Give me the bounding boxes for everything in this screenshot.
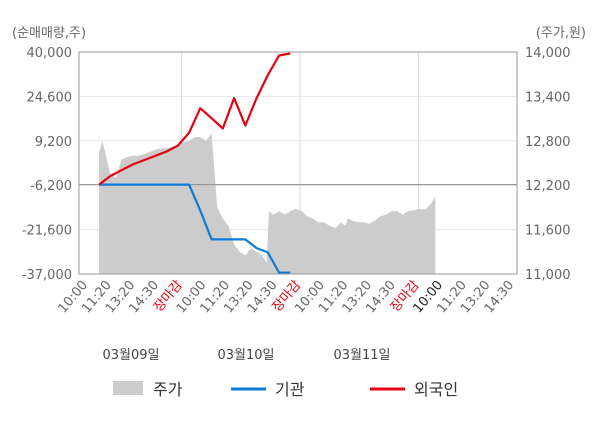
left-tick-label: 9,200 — [35, 135, 72, 150]
date-labels: 03월09일 03월10일 03월11일 — [102, 348, 390, 363]
left-tick-label: -6,200 — [30, 179, 72, 194]
price-area-series — [99, 133, 436, 274]
left-tick-label: 40,000 — [27, 46, 73, 61]
left-axis-label: (순매매량,주) — [12, 26, 86, 41]
right-tick-label: 14,000 — [525, 46, 571, 61]
legend-label: 주가 — [153, 380, 183, 399]
line-series — [98, 52, 291, 274]
right-tick-label: 13,400 — [525, 90, 571, 105]
left-tick-label: -21,600 — [22, 224, 72, 239]
left-y-axis: 40,000 24,600 9,200 -6,200 -21,600 -37,000 — [22, 46, 72, 283]
legend-swatch-area — [113, 381, 143, 395]
right-y-axis: 14,000 13,400 12,800 12,200 11,600 11,000 — [525, 46, 571, 283]
price-area — [99, 133, 436, 274]
right-tick-label: 12,800 — [525, 135, 571, 150]
date-label: 03월11일 — [333, 348, 390, 363]
plot-frame — [78, 51, 518, 275]
right-axis-label: (주가,원) — [536, 26, 586, 41]
left-tick-label: 24,600 — [27, 90, 73, 105]
legend-label: 외국인 — [414, 380, 458, 399]
right-tick-label: 12,200 — [525, 179, 571, 194]
date-label: 03월10일 — [217, 348, 274, 363]
legend-label: 기관 — [275, 380, 305, 399]
series-line-외국인 — [98, 52, 291, 186]
right-tick-label: 11,600 — [525, 224, 571, 239]
x-axis: 10:0011:2013:2014:30장마감10:0011:2013:2014… — [55, 278, 517, 316]
left-tick-label: -37,000 — [22, 268, 72, 283]
date-label: 03월09일 — [102, 348, 159, 363]
series-line-기관 — [99, 183, 291, 274]
legend: 주가 기관 외국인 — [113, 380, 458, 399]
right-tick-label: 11,000 — [525, 268, 571, 283]
